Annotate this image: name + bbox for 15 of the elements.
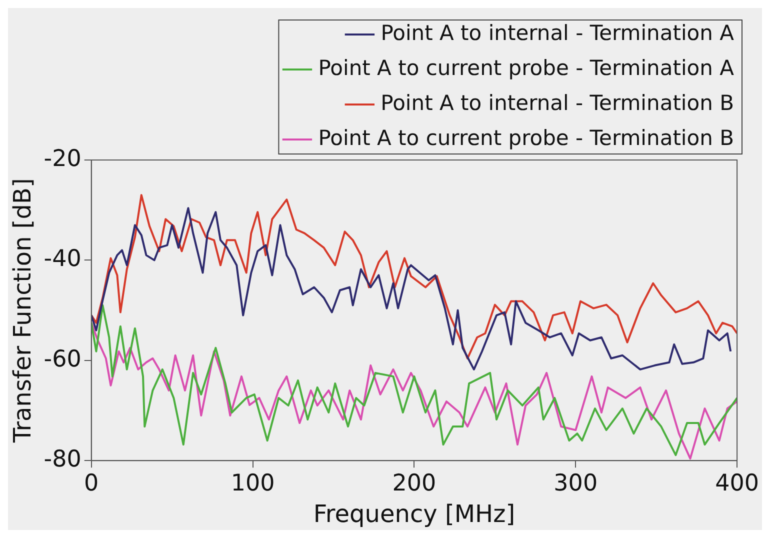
y-tick-label: -20 xyxy=(44,146,82,172)
legend-label: Point A to current probe - Termination A xyxy=(318,56,735,80)
y-tick-label: -40 xyxy=(44,246,82,272)
x-tick-label: 0 xyxy=(84,470,99,496)
y-axis-title: Transfer Function [dB] xyxy=(8,178,37,444)
legend-label: Point A to current probe - Termination B xyxy=(318,126,734,150)
x-tick-label: 200 xyxy=(392,470,436,496)
x-axis-title: Frequency [MHz] xyxy=(313,500,516,528)
x-tick-label: 300 xyxy=(554,470,598,496)
x-tick-label: 100 xyxy=(230,470,275,496)
x-tick-label: 400 xyxy=(715,470,760,496)
y-tick-label: -60 xyxy=(44,346,82,372)
legend-label: Point A to internal - Termination B xyxy=(380,90,734,115)
y-tick-label: -80 xyxy=(44,446,82,473)
legend-label: Point A to internal - Termination A xyxy=(380,20,735,45)
